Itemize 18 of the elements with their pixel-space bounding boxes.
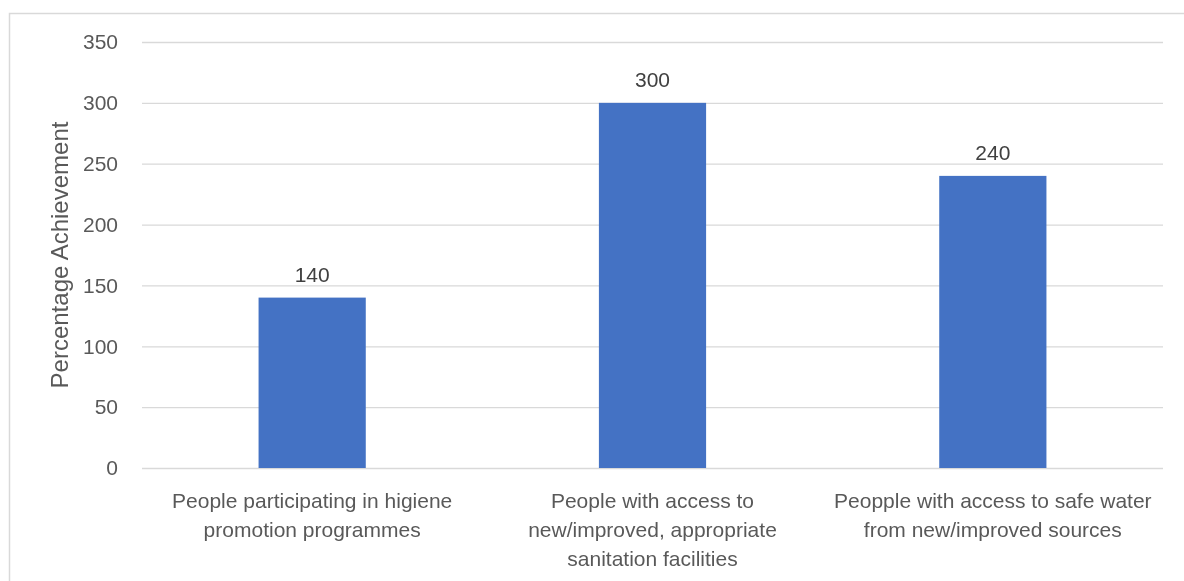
y-tick-label: 300 — [82, 91, 118, 115]
data-label: 240 — [975, 140, 1011, 164]
x-tick-label: Peopple with access to safe water from new/improved sources — [834, 489, 1152, 541]
bar — [258, 297, 366, 468]
y-tick-label: 0 — [106, 456, 118, 480]
y-tick-label: 100 — [82, 334, 118, 358]
bar — [939, 175, 1047, 468]
y-tick-label: 350 — [82, 30, 118, 54]
x-tick-label: People with access to new/improved, appropriate sanitation facilities — [528, 489, 777, 570]
data-label: 140 — [294, 262, 330, 286]
data-label: 300 — [634, 67, 671, 91]
y-axis-title: Percentage Achievement — [46, 121, 73, 389]
y-tick-label: 150 — [82, 273, 118, 297]
bar — [598, 102, 707, 468]
y-tick-label: 250 — [82, 151, 118, 175]
y-tick-label: 50 — [94, 395, 118, 419]
y-tick-label: 200 — [82, 212, 118, 236]
x-tick-label: People participating in higiene promotion programmes — [172, 489, 453, 541]
